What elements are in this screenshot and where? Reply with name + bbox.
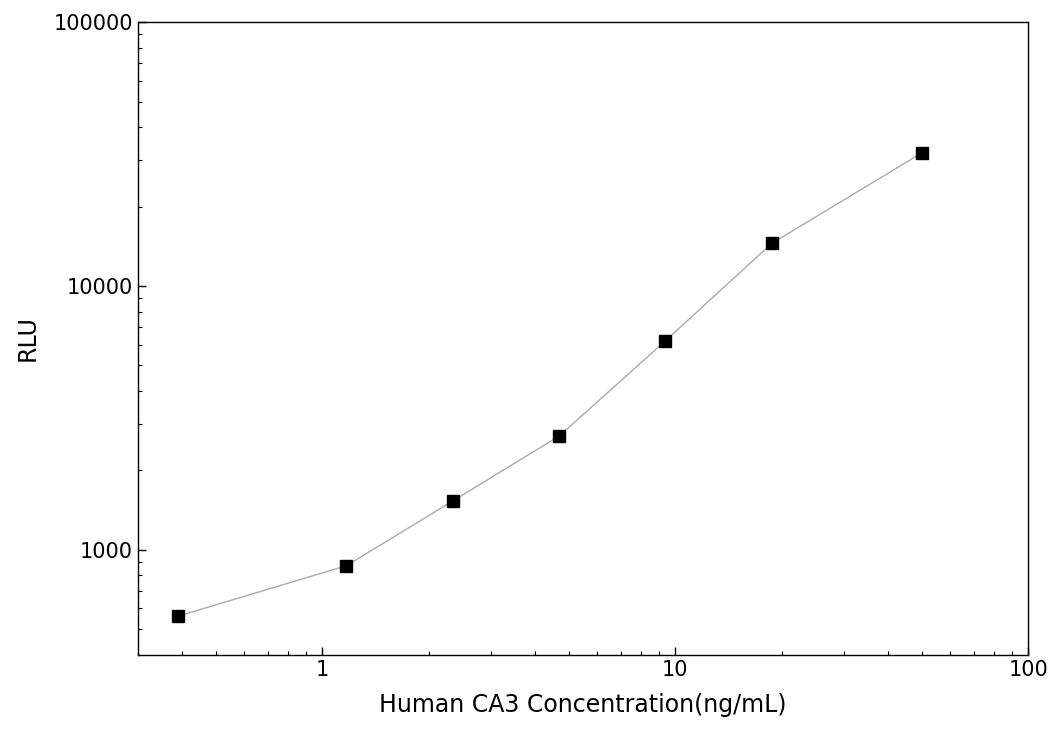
X-axis label: Human CA3 Concentration(ng/mL): Human CA3 Concentration(ng/mL) [379, 693, 787, 717]
Y-axis label: RLU: RLU [16, 315, 39, 362]
